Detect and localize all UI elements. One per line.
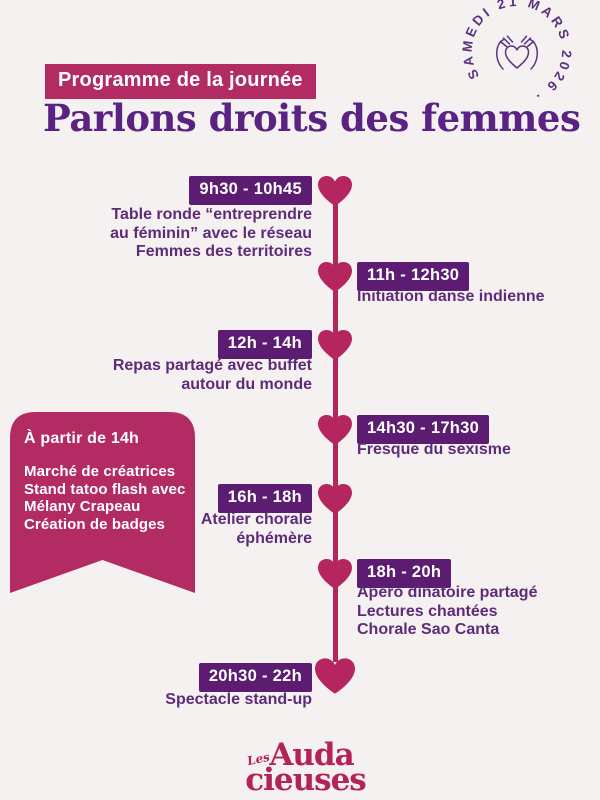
heart-icon xyxy=(318,484,352,514)
event-description: Initiation danse indienne xyxy=(357,288,545,305)
kicker-label: Programme de la journée xyxy=(58,69,303,91)
time-badge: 11h - 12h30 xyxy=(357,262,470,291)
event-description: Spectacle stand-up xyxy=(165,691,312,708)
heart-icon xyxy=(318,330,352,360)
time-badge: 9h30 - 10h45 xyxy=(189,176,312,205)
time-badge: 16h - 18h xyxy=(217,484,312,513)
heart-icon-large xyxy=(315,658,355,694)
logo-audacieuses: Les Auda cieuses xyxy=(233,737,378,799)
time-badge: 20h30 - 22h xyxy=(198,663,312,692)
event-description: Table ronde “entreprendre au féminin” av… xyxy=(110,206,312,261)
heart-hands-icon xyxy=(495,35,539,70)
stamp-date-text: SAMEDI 21 MARS 2026 · xyxy=(452,0,584,116)
page-title: Parlons droits des femmes xyxy=(43,96,581,140)
time-badge: 18h - 20h xyxy=(357,559,452,588)
heart-icon xyxy=(318,415,352,445)
date-stamp: SAMEDI 21 MARS 2026 · xyxy=(452,0,584,116)
event-description: Apéro dînatoire partagé Lectures chantée… xyxy=(357,584,538,639)
heart-icon xyxy=(318,262,352,292)
event-description: Fresque du sexisme xyxy=(357,441,511,458)
event-description: Atelier chorale éphémère xyxy=(200,511,312,547)
ribbon-banner xyxy=(10,412,195,593)
heart-icon xyxy=(318,559,352,589)
logo-line1: Auda xyxy=(269,737,354,773)
kicker-badge: Programme de la journée xyxy=(45,64,316,99)
ribbon-content: À partir de 14h Marché de créatrices Sta… xyxy=(24,430,186,534)
logo-line2: cieuses xyxy=(245,762,367,799)
event-description: Repas partagé avec buffet autour du mond… xyxy=(112,357,312,393)
time-badge: 12h - 14h xyxy=(217,330,312,359)
time-badge: 14h30 - 17h30 xyxy=(357,415,490,444)
heart-icon xyxy=(318,176,352,206)
ribbon-title: À partir de 14h xyxy=(24,430,140,447)
